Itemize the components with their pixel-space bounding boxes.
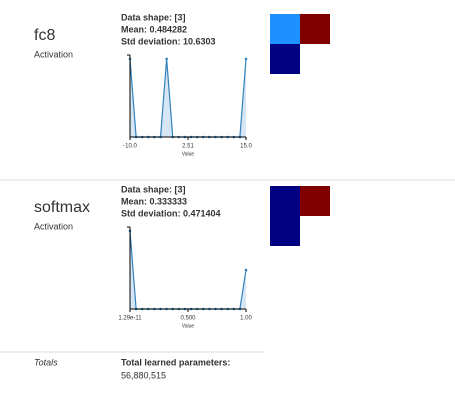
heatmap-cell (300, 186, 330, 216)
x-axis-label: Value (182, 323, 195, 329)
histogram-point (165, 57, 168, 61)
x-tick-label: -10.0 (123, 144, 137, 150)
histogram-area (130, 230, 246, 309)
x-tick-label: 2.51 (182, 144, 194, 150)
layer-name: softmax (34, 199, 90, 216)
x-tick-label: 0.500 (180, 316, 196, 322)
layer-stat: Std deviation: 0.471404 (121, 208, 221, 218)
layer-stat: Data shape: [3] (121, 184, 186, 194)
totals-label: Totals (34, 357, 58, 367)
layer-stat: Mean: 0.484282 (121, 24, 187, 34)
heatmap-cell (270, 186, 300, 216)
heatmap-cell (270, 216, 300, 246)
x-axis-label: Value (182, 151, 195, 157)
layer-type: Activation (34, 49, 73, 59)
layer-stat: Std deviation: 10.6303 (121, 36, 216, 46)
heatmap-cell (270, 14, 300, 44)
totals-title: Total learned parameters: (121, 357, 230, 367)
histogram-line (129, 230, 247, 310)
totals-value: 56,880,515 (121, 370, 166, 380)
histogram-line (129, 58, 247, 138)
x-tick-label: 15.0 (240, 144, 252, 150)
heatmap-cell (300, 14, 330, 44)
histogram-area (130, 58, 246, 137)
histogram-point (244, 57, 248, 61)
layer-type: Activation (34, 221, 73, 231)
x-tick-label: 1.29e-11 (118, 316, 142, 322)
layer-stat: Mean: 0.333333 (121, 196, 187, 206)
histogram-point (244, 268, 248, 272)
heatmap-cell (270, 44, 300, 74)
x-tick-label: 1.00 (240, 316, 252, 322)
layer-name: fc8 (34, 27, 55, 44)
layer-stat: Data shape: [3] (121, 12, 186, 22)
